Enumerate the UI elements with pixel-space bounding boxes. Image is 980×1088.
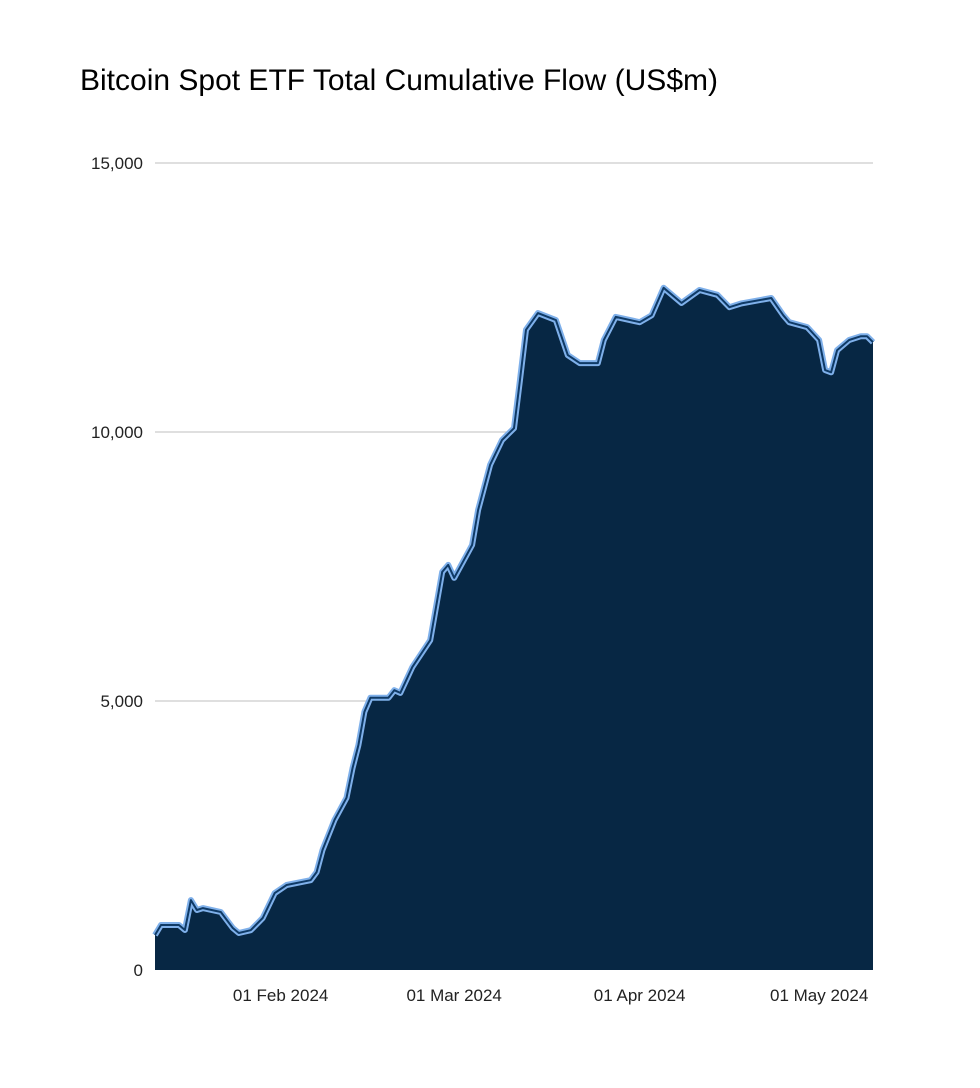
series-line [154, 286, 874, 936]
area-fill [155, 287, 873, 970]
x-tick-label: 01 Apr 2024 [594, 986, 686, 1005]
y-tick-label: 0 [134, 961, 143, 980]
y-tick-label: 10,000 [91, 423, 143, 442]
y-tick-label: 15,000 [91, 154, 143, 173]
y-tick-label: 5,000 [100, 692, 143, 711]
chart-title: Bitcoin Spot ETF Total Cumulative Flow (… [80, 64, 718, 97]
x-tick-label: 01 Feb 2024 [233, 986, 328, 1005]
x-tick-label: 01 Mar 2024 [406, 986, 501, 1005]
x-tick-label: 01 May 2024 [770, 986, 868, 1005]
